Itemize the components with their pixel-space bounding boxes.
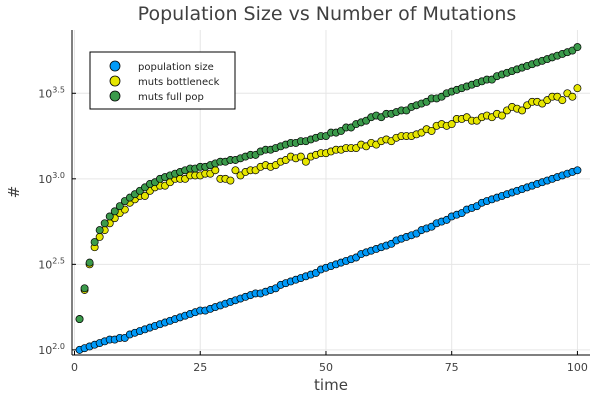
x-tick-label: 0 [71, 361, 78, 374]
axes [71, 30, 590, 356]
y-ticks: 102.0 102.5 103.0 103.5 [38, 85, 76, 357]
legend-label-muts-full-pop: muts full pop [138, 92, 204, 103]
x-tick-label: 75 [445, 361, 459, 374]
x-ticks: 0 25 50 75 100 [71, 351, 588, 374]
y-tick-label: 103.5 [38, 85, 65, 100]
y-axis-label: # [5, 186, 23, 199]
y-tick-label: 103.0 [38, 171, 65, 186]
legend-marker-muts-full-pop [109, 90, 121, 102]
point-muts-full-pop [110, 207, 119, 216]
point-muts-bottleneck [447, 120, 456, 129]
series-muts-full-pop [75, 43, 582, 324]
point-population-size [573, 166, 582, 175]
point-muts-full-pop [75, 315, 84, 324]
point-muts-full-pop [105, 212, 114, 221]
point-muts-bottleneck [558, 96, 567, 105]
chart-title: Population Size vs Number of Mutations [138, 3, 517, 25]
x-tick-label: 50 [319, 361, 333, 374]
point-muts-full-pop [115, 202, 124, 211]
point-muts-bottleneck [140, 191, 149, 200]
point-muts-bottleneck [296, 152, 305, 161]
legend-label-muts-bottleneck: muts bottleneck [138, 77, 220, 88]
point-muts-bottleneck [568, 92, 577, 101]
point-muts-full-pop [90, 238, 99, 247]
point-muts-bottleneck [427, 126, 436, 135]
point-muts-full-pop [95, 226, 104, 235]
point-muts-full-pop [85, 258, 94, 267]
legend: population size muts bottleneck muts ful… [89, 51, 236, 110]
point-muts-bottleneck [231, 166, 240, 175]
legend-marker-population-size [109, 60, 121, 72]
point-muts-full-pop [80, 284, 89, 293]
legend-marker-muts-bottleneck [109, 75, 121, 87]
point-muts-bottleneck [573, 84, 582, 93]
data-points [75, 43, 582, 354]
point-muts-bottleneck [498, 111, 506, 120]
x-axis-label: time [314, 376, 348, 394]
series-muts-bottleneck [75, 84, 582, 324]
y-tick-label: 102.0 [38, 342, 65, 357]
x-tick-label: 25 [193, 361, 207, 374]
x-tick-label: 100 [567, 361, 588, 374]
point-muts-full-pop [573, 43, 582, 52]
point-muts-full-pop [100, 219, 109, 228]
point-muts-bottleneck [226, 176, 235, 185]
legend-label-population-size: population size [138, 62, 214, 73]
series-population-size [75, 166, 582, 354]
point-muts-bottleneck [518, 106, 527, 115]
y-tick-label: 102.5 [38, 256, 65, 271]
point-muts-bottleneck [301, 157, 310, 166]
